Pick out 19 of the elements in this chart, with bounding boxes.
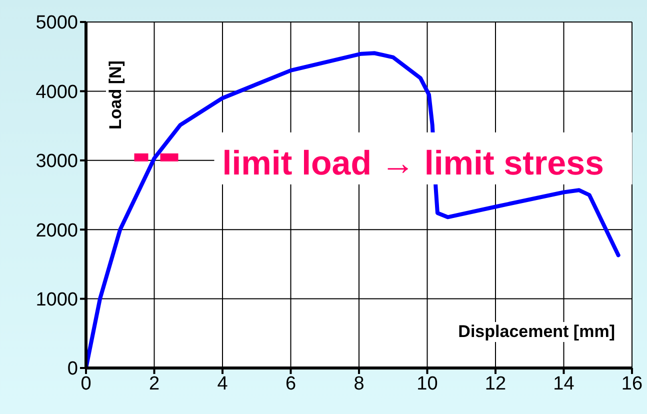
x-tick-label: 14 [553, 373, 575, 394]
x-tick-label: 6 [285, 373, 296, 394]
line-series [86, 51, 620, 368]
x-tick-label: 10 [416, 373, 438, 394]
y-tick-label: 4000 [36, 82, 78, 103]
x-tick-label: 8 [354, 373, 364, 394]
y-tick-label: 5000 [36, 12, 78, 34]
y-tick-label: 3000 [36, 151, 78, 172]
y-tick-label: 2000 [36, 220, 78, 242]
x-tick-label: 12 [484, 373, 506, 394]
annotation: limit load → limit stress [222, 144, 604, 182]
y-axis-title: Load [N] [106, 56, 126, 134]
y-tick-label: 0 [67, 358, 78, 380]
x-axis-title: Displacement [mm] [454, 322, 619, 342]
x-tick-label: 0 [80, 373, 92, 394]
y-tick-label: 1000 [36, 290, 78, 311]
x-tick-label: 16 [621, 373, 643, 394]
x-tick-label: 4 [217, 373, 228, 394]
x-tick-label: 2 [148, 373, 160, 394]
